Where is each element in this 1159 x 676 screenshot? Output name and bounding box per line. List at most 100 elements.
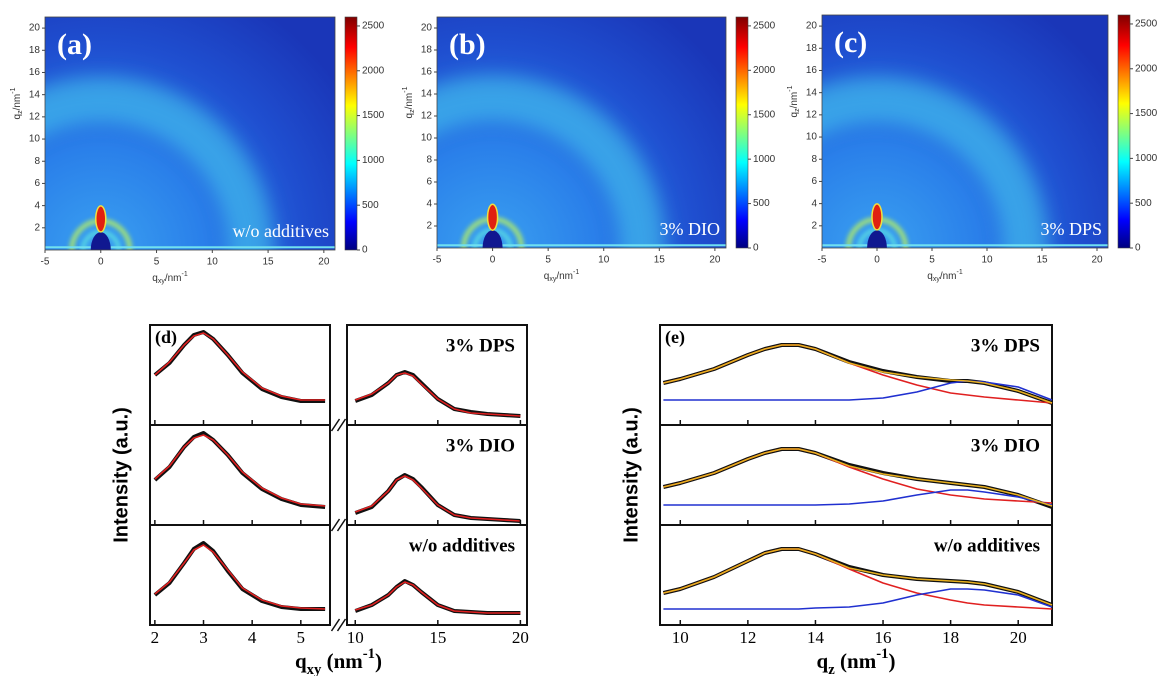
y-tick-label: 2 [426,221,432,232]
series-line [663,548,1053,610]
specular [871,203,883,231]
frame [44,16,336,251]
x-tick-label: 10 [672,628,689,647]
x-tick-label: 20 [1010,628,1027,647]
label-part: q [927,271,933,282]
colorbar [344,16,358,251]
label-part: q [404,113,415,119]
x-tick-label: 10 [207,257,219,268]
panel-annotation: w/o additives [934,535,1040,556]
label-part: -1 [182,271,188,278]
scattering-pattern [45,17,335,250]
colorbar-tick-label: 2000 [753,65,776,76]
y-tick-label: 6 [34,178,40,189]
x-tick-label: 15 [1036,255,1048,266]
label-part: q [12,114,23,120]
series-line [663,588,1053,610]
y-axis-label: Intensity (a.u.) [620,407,642,543]
y-tick-label: 20 [29,23,41,34]
panel-annotation: 3% DIO [971,435,1040,456]
y-axis-label: qz/nm-1 [10,87,24,119]
axis-break [330,518,341,532]
axis-break [336,418,347,432]
label-part: /nm [165,273,182,284]
y-tick-label: 8 [426,155,432,166]
colorbar-tick-label: 1500 [753,109,776,120]
y-tick-label: 20 [421,23,433,34]
panel-label: (a) [57,28,92,61]
x-tick-label: 20 [1091,255,1103,266]
x-tick-label: 10 [598,255,610,266]
series-line [663,548,1053,606]
annotation: 3% DIO [660,219,721,239]
x-tick-label: 5 [297,628,306,647]
series-line [154,332,326,401]
colorbar [735,16,749,249]
annotation: 3% DPS [1040,219,1102,239]
specular [95,205,107,233]
x-axis-label: qxy/nm-1 [544,269,580,283]
x-tick-label: 20 [318,257,330,268]
series-line [355,372,521,417]
label-part: -1 [363,646,375,662]
x-tick-label: 0 [98,257,104,268]
series-line [662,447,1053,509]
label-part: (nm [321,649,363,673]
y-tick-label: 14 [806,87,818,98]
x-tick-label: 0 [874,255,880,266]
y-tick-label: 16 [806,65,818,76]
label-part: /nm [556,271,573,282]
y-axis-label: qz/nm-1 [787,85,801,117]
y-tick-label: 14 [421,89,433,100]
y-tick-label: 2 [811,220,817,231]
y-tick-label: 14 [29,89,41,100]
label-part: q [817,649,829,673]
x-tick-label: 15 [263,257,275,268]
y-axis-label: Intensity (a.u.) [110,407,132,543]
y-tick-label: 16 [421,67,433,78]
x-tick-label: 15 [429,628,446,647]
y-tick-label: 10 [421,133,433,144]
y-tick-label: 12 [29,111,41,122]
label-part: -1 [402,86,409,92]
y-tick-label: 4 [34,200,40,211]
y-tick-label: 18 [806,43,818,54]
panel-annotation: w/o additives [409,535,515,556]
x-tick-label: -5 [41,257,50,268]
x-tick-label: 10 [981,255,993,266]
x-axis-label: qxy (nm-1) [295,646,382,676]
beam-stop [90,232,111,250]
beam-stop [482,230,503,248]
label-part: (nm [835,649,877,673]
label-part: z [17,110,24,114]
panel-frame [149,424,331,526]
label-part: z [409,109,416,113]
x-tick-label: 20 [512,628,529,647]
series-line [355,475,521,522]
colorbar-tick-label: 2500 [753,21,776,32]
y-tick-label: 12 [421,111,433,122]
axis-break [330,418,341,432]
x-axis-label: qxy/nm-1 [152,271,188,285]
series-line [154,544,326,610]
series-line [354,370,521,418]
x-tick-label: 0 [490,255,496,266]
label-part: z [828,662,835,676]
panel-label: (b) [449,28,486,61]
label-part: q [295,649,307,673]
panel-annotation: 3% DPS [971,335,1040,356]
label-part: xy [549,276,557,283]
colorbar-tick-label: 2000 [1135,63,1158,74]
label-part: xy [933,276,941,283]
colorbar-tick-label: 1500 [362,110,385,121]
y-tick-label: 18 [421,45,433,56]
axis-break [330,618,341,632]
x-tick-label: 20 [709,255,721,266]
panel-frame [149,524,331,626]
label-part: ) [888,649,895,673]
series-line [663,448,1053,507]
label-part: q [152,273,158,284]
x-tick-label: -5 [818,255,827,266]
panel-frame [149,324,331,426]
